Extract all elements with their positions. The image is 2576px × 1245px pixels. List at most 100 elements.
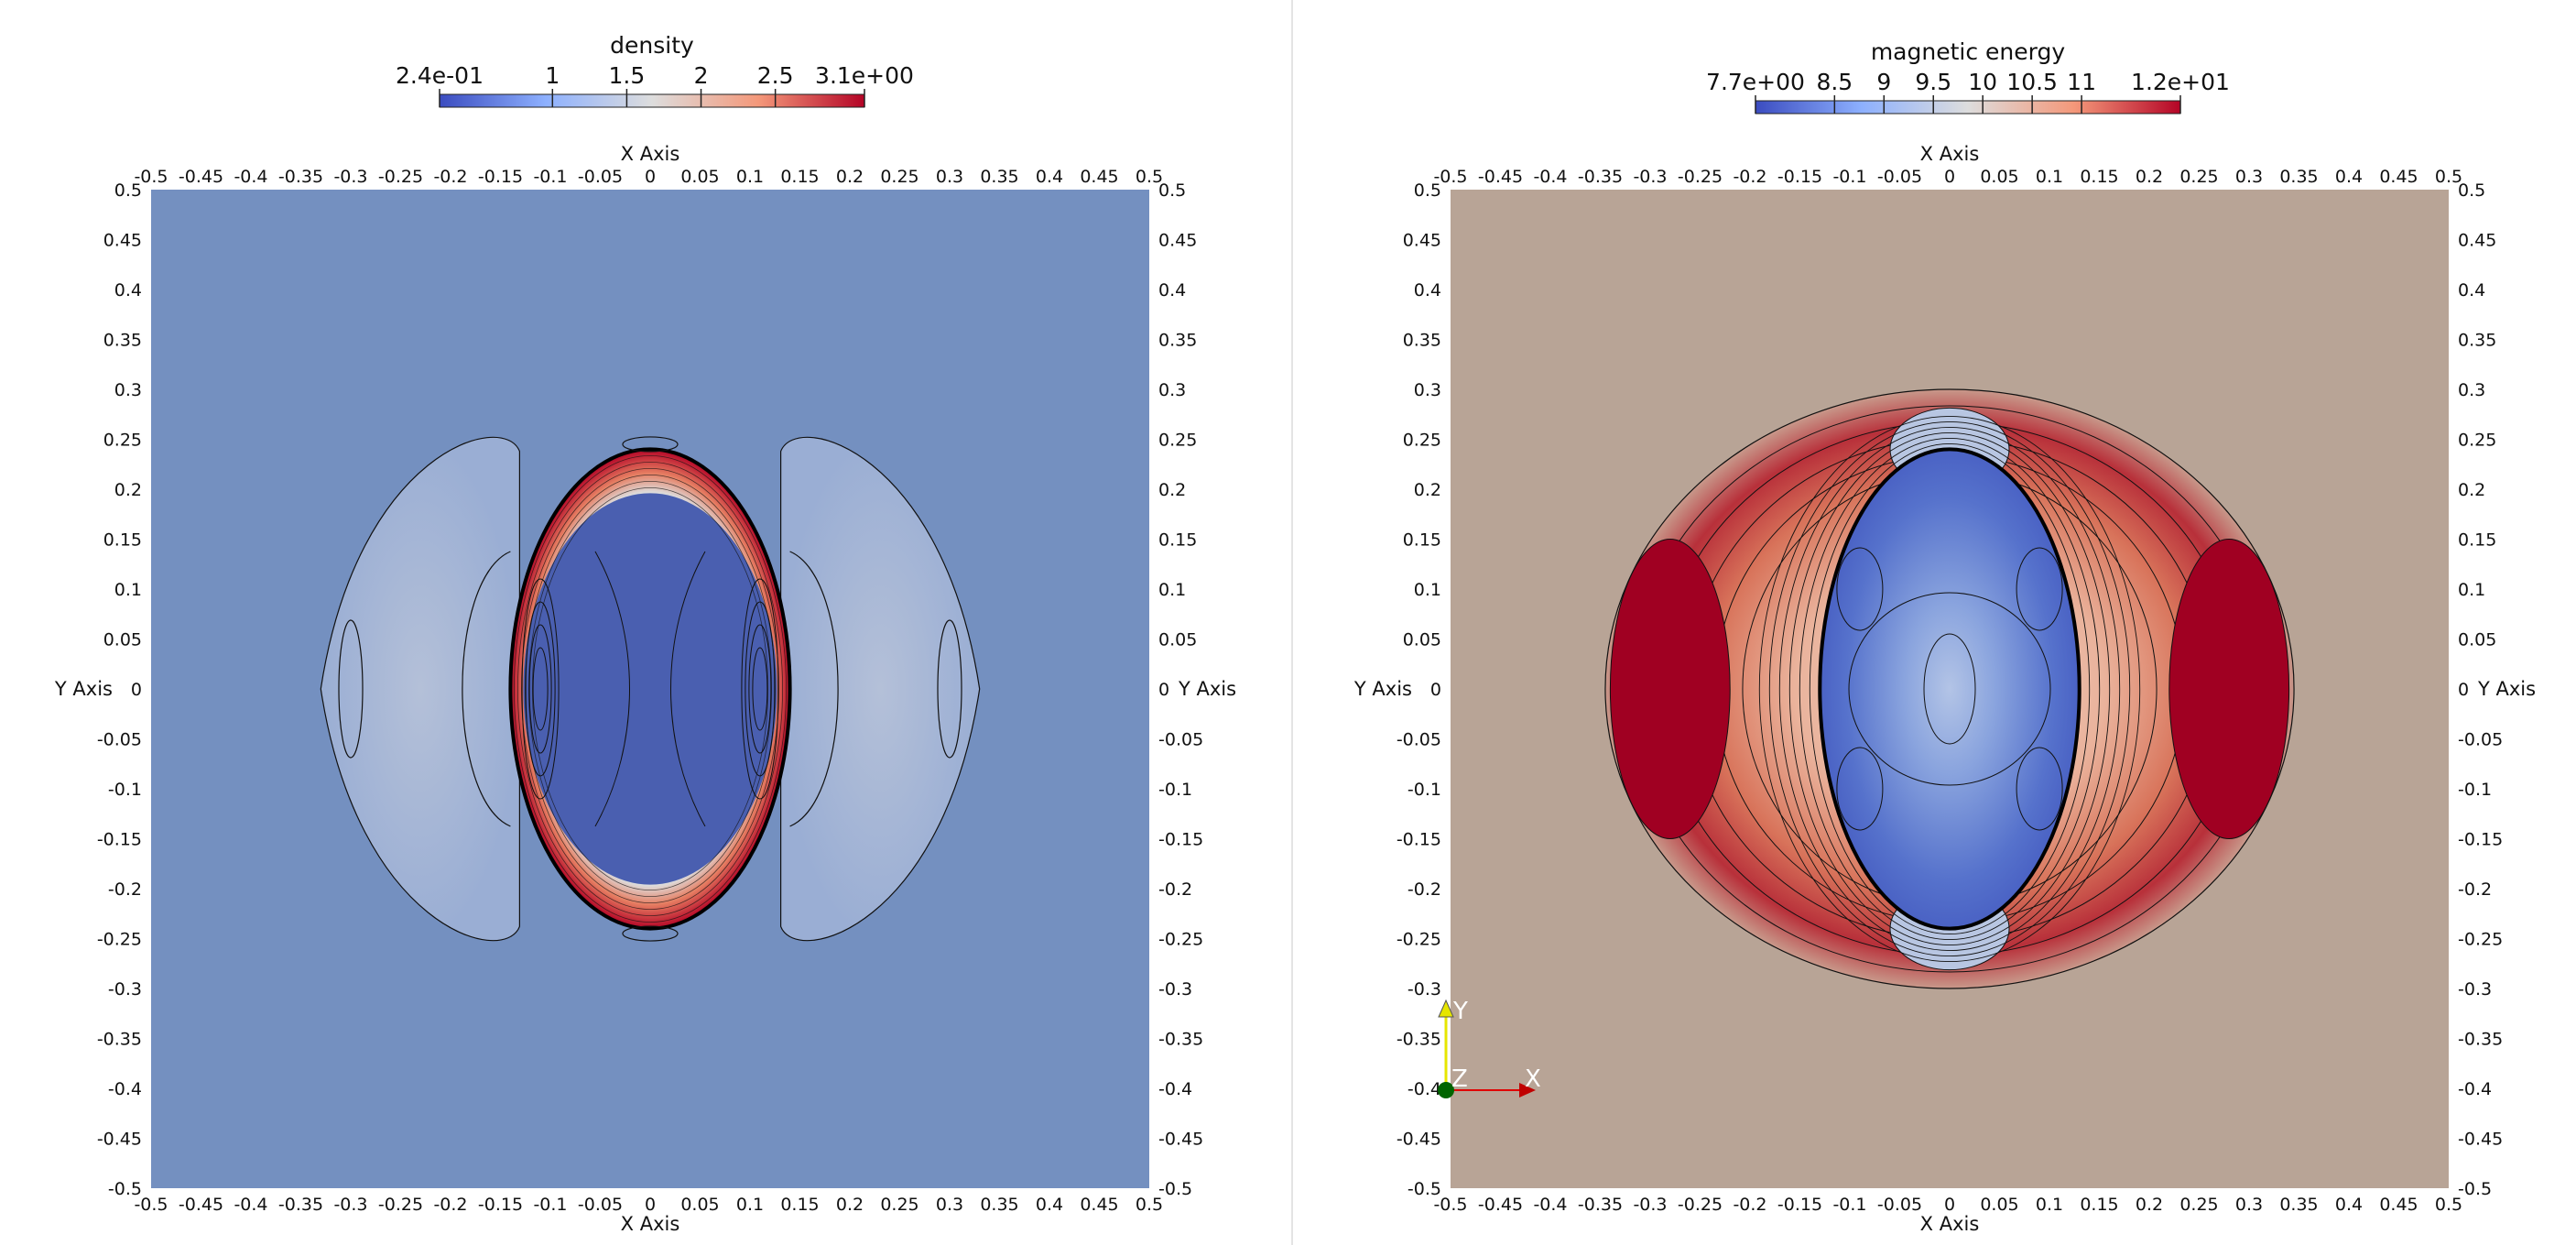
x-tick-label-top: -0.15 [478,167,523,187]
x-tick-label-top: -0.3 [1633,167,1667,187]
y-tick-label-left: 0.25 [1403,431,1441,451]
density-cavity-contour [670,551,706,827]
y-tick-label-right: -0.2 [1158,879,1192,900]
x-tick-label-bottom: -0.25 [1678,1195,1723,1215]
x-tick-label-bottom: -0.35 [1578,1195,1623,1215]
density-contour [789,551,839,827]
y-tick-label-right: 0.2 [2458,480,2485,500]
colorbar-tick-label: 1.2e+01 [2131,69,2230,95]
y-tick-label-right: 0.1 [1158,580,1186,600]
y-tick-label-right: -0.1 [1158,780,1192,800]
x-tick-label-bottom: -0.3 [333,1195,367,1215]
y-tick-label-left: -0.35 [97,1030,142,1050]
colorbar-tick-label: 9.5 [1915,69,1951,95]
y-tick-label-left: 0.5 [1414,180,1441,201]
view-divider[interactable] [1291,0,1293,1245]
x-tick-label-bottom: 0.15 [2080,1195,2118,1215]
y-tick-label-left: 0.2 [114,480,142,500]
y-tick-label-right: 0.05 [2458,630,2496,650]
y-tick-label-left: 0.45 [103,231,142,251]
colorbar-title: magnetic energy [1871,38,2066,65]
y-tick-label-right: -0.25 [1158,930,1203,950]
x-tick-label-top: 0.45 [1080,167,1118,187]
density-shell-contour [528,481,773,898]
colorbar-tick-label: 10.5 [2006,69,2058,95]
density-cavity-contour [748,624,772,754]
y-tick-label-right: -0.15 [2458,830,2503,850]
colorbar[interactable] [439,93,865,108]
y-tick-label-right: 0.5 [1158,180,1186,201]
colorbar-tick-label: 7.7e+00 [1706,69,1805,95]
x-tick-label-top: -0.5 [134,167,168,187]
magnetic-cavity-contour [2016,547,2063,631]
magnetic-cavity-contour [1923,633,1976,745]
x-tick-label-top: 0.25 [2179,167,2218,187]
y-tick-label-left: -0.1 [108,780,142,800]
y-tick-label-left: 0.2 [1414,480,1441,500]
x-tick-label-bottom: 0.05 [1980,1195,2018,1215]
x-tick-label-top: 0.35 [980,167,1018,187]
x-tick-label-top: -0.45 [179,167,223,187]
y-tick-label-right: -0.15 [1158,830,1203,850]
y-tick-label-right: -0.1 [2458,780,2492,800]
y-tick-label-left: -0.3 [108,979,142,999]
y-tick-label-left: 0.4 [114,280,142,300]
colorbar-tick-label: 1 [545,62,560,89]
y-tick-label-right: 0 [1158,680,1169,700]
x-tick-label-top: 0.1 [2036,167,2063,187]
magnetic-cavity-contour [1848,592,2051,786]
x-tick-label-top: 0.4 [1036,167,1063,187]
magnetic-contour [1799,437,2101,941]
density-shell-contour [521,467,780,911]
density-contour [462,551,511,827]
x-tick-label-bottom: -0.5 [1433,1195,1467,1215]
x-tick-label-bottom: 0.2 [836,1195,864,1215]
x-tick-label-bottom: 0.3 [936,1195,963,1215]
x-tick-label-bottom: -0.2 [433,1195,467,1215]
x-tick-label-bottom: -0.5 [134,1195,168,1215]
x-tick-label-bottom: 0.05 [680,1195,719,1215]
magnetic-cavity [1818,447,2081,931]
y-tick-label-left: -0.05 [1397,730,1441,750]
y-tick-label-right: -0.4 [2458,1079,2492,1099]
x-tick-label-bottom: -0.1 [1832,1195,1866,1215]
y-tick-label-left: -0.35 [1397,1030,1441,1050]
x-tick-label-bottom: 0.5 [1136,1195,1163,1215]
y-tick-label-left: -0.5 [1408,1179,1441,1199]
density-view[interactable]: -0.5-0.5-0.45-0.45-0.4-0.4-0.35-0.35-0.3… [0,0,1291,1245]
x-tick-label-top: -0.05 [1877,167,1922,187]
x-axis-title-top: X Axis [1920,143,1980,165]
y-tick-label-left: -0.25 [97,930,142,950]
x-tick-label-bottom: -0.2 [1733,1195,1766,1215]
density-cavity-contour [521,578,560,800]
y-tick-label-right: -0.5 [1158,1179,1192,1199]
density-cavity-contour [752,647,768,731]
y-tick-label-left: 0.45 [1403,231,1441,251]
x-tick-label-bottom: -0.45 [1478,1195,1523,1215]
x-tick-label-top: 0.15 [780,167,819,187]
x-tick-label-top: -0.1 [1832,167,1866,187]
colorbar-tick-label: 10 [1968,69,1997,95]
colorbar-tick-label: 1.5 [609,62,646,89]
density-cap-contour [622,436,679,453]
density-contour [338,619,364,759]
orientation-axes[interactable]: Y X Z [1438,998,1541,1098]
colorbar[interactable] [1755,100,2181,115]
x-tick-label-bottom: -0.25 [378,1195,423,1215]
y-tick-label-left: -0.15 [1397,830,1441,850]
y-tick-label-left: 0.05 [1403,630,1441,650]
density-shell-contour [525,475,777,904]
magnetic-energy-view[interactable]: -0.5-0.5-0.45-0.45-0.4-0.4-0.35-0.35-0.3… [1293,0,2576,1245]
x-axis-title-top: X Axis [621,143,680,165]
density-shell-contour [532,487,769,891]
x-tick-label-bottom: 0.25 [880,1195,918,1215]
x-tick-label-top: -0.15 [1777,167,1822,187]
y-tick-label-left: -0.3 [1408,979,1441,999]
colorbar-tick-label: 2 [694,62,709,89]
x-tick-label-bottom: -0.15 [1777,1195,1822,1215]
y-tick-label-left: 0.3 [1414,380,1441,400]
x-tick-label-top: 0.4 [2335,167,2363,187]
density-shell-contour [514,454,788,923]
magnetic-cavity-contour [2016,747,2063,831]
density-cavity-contour [528,624,552,754]
